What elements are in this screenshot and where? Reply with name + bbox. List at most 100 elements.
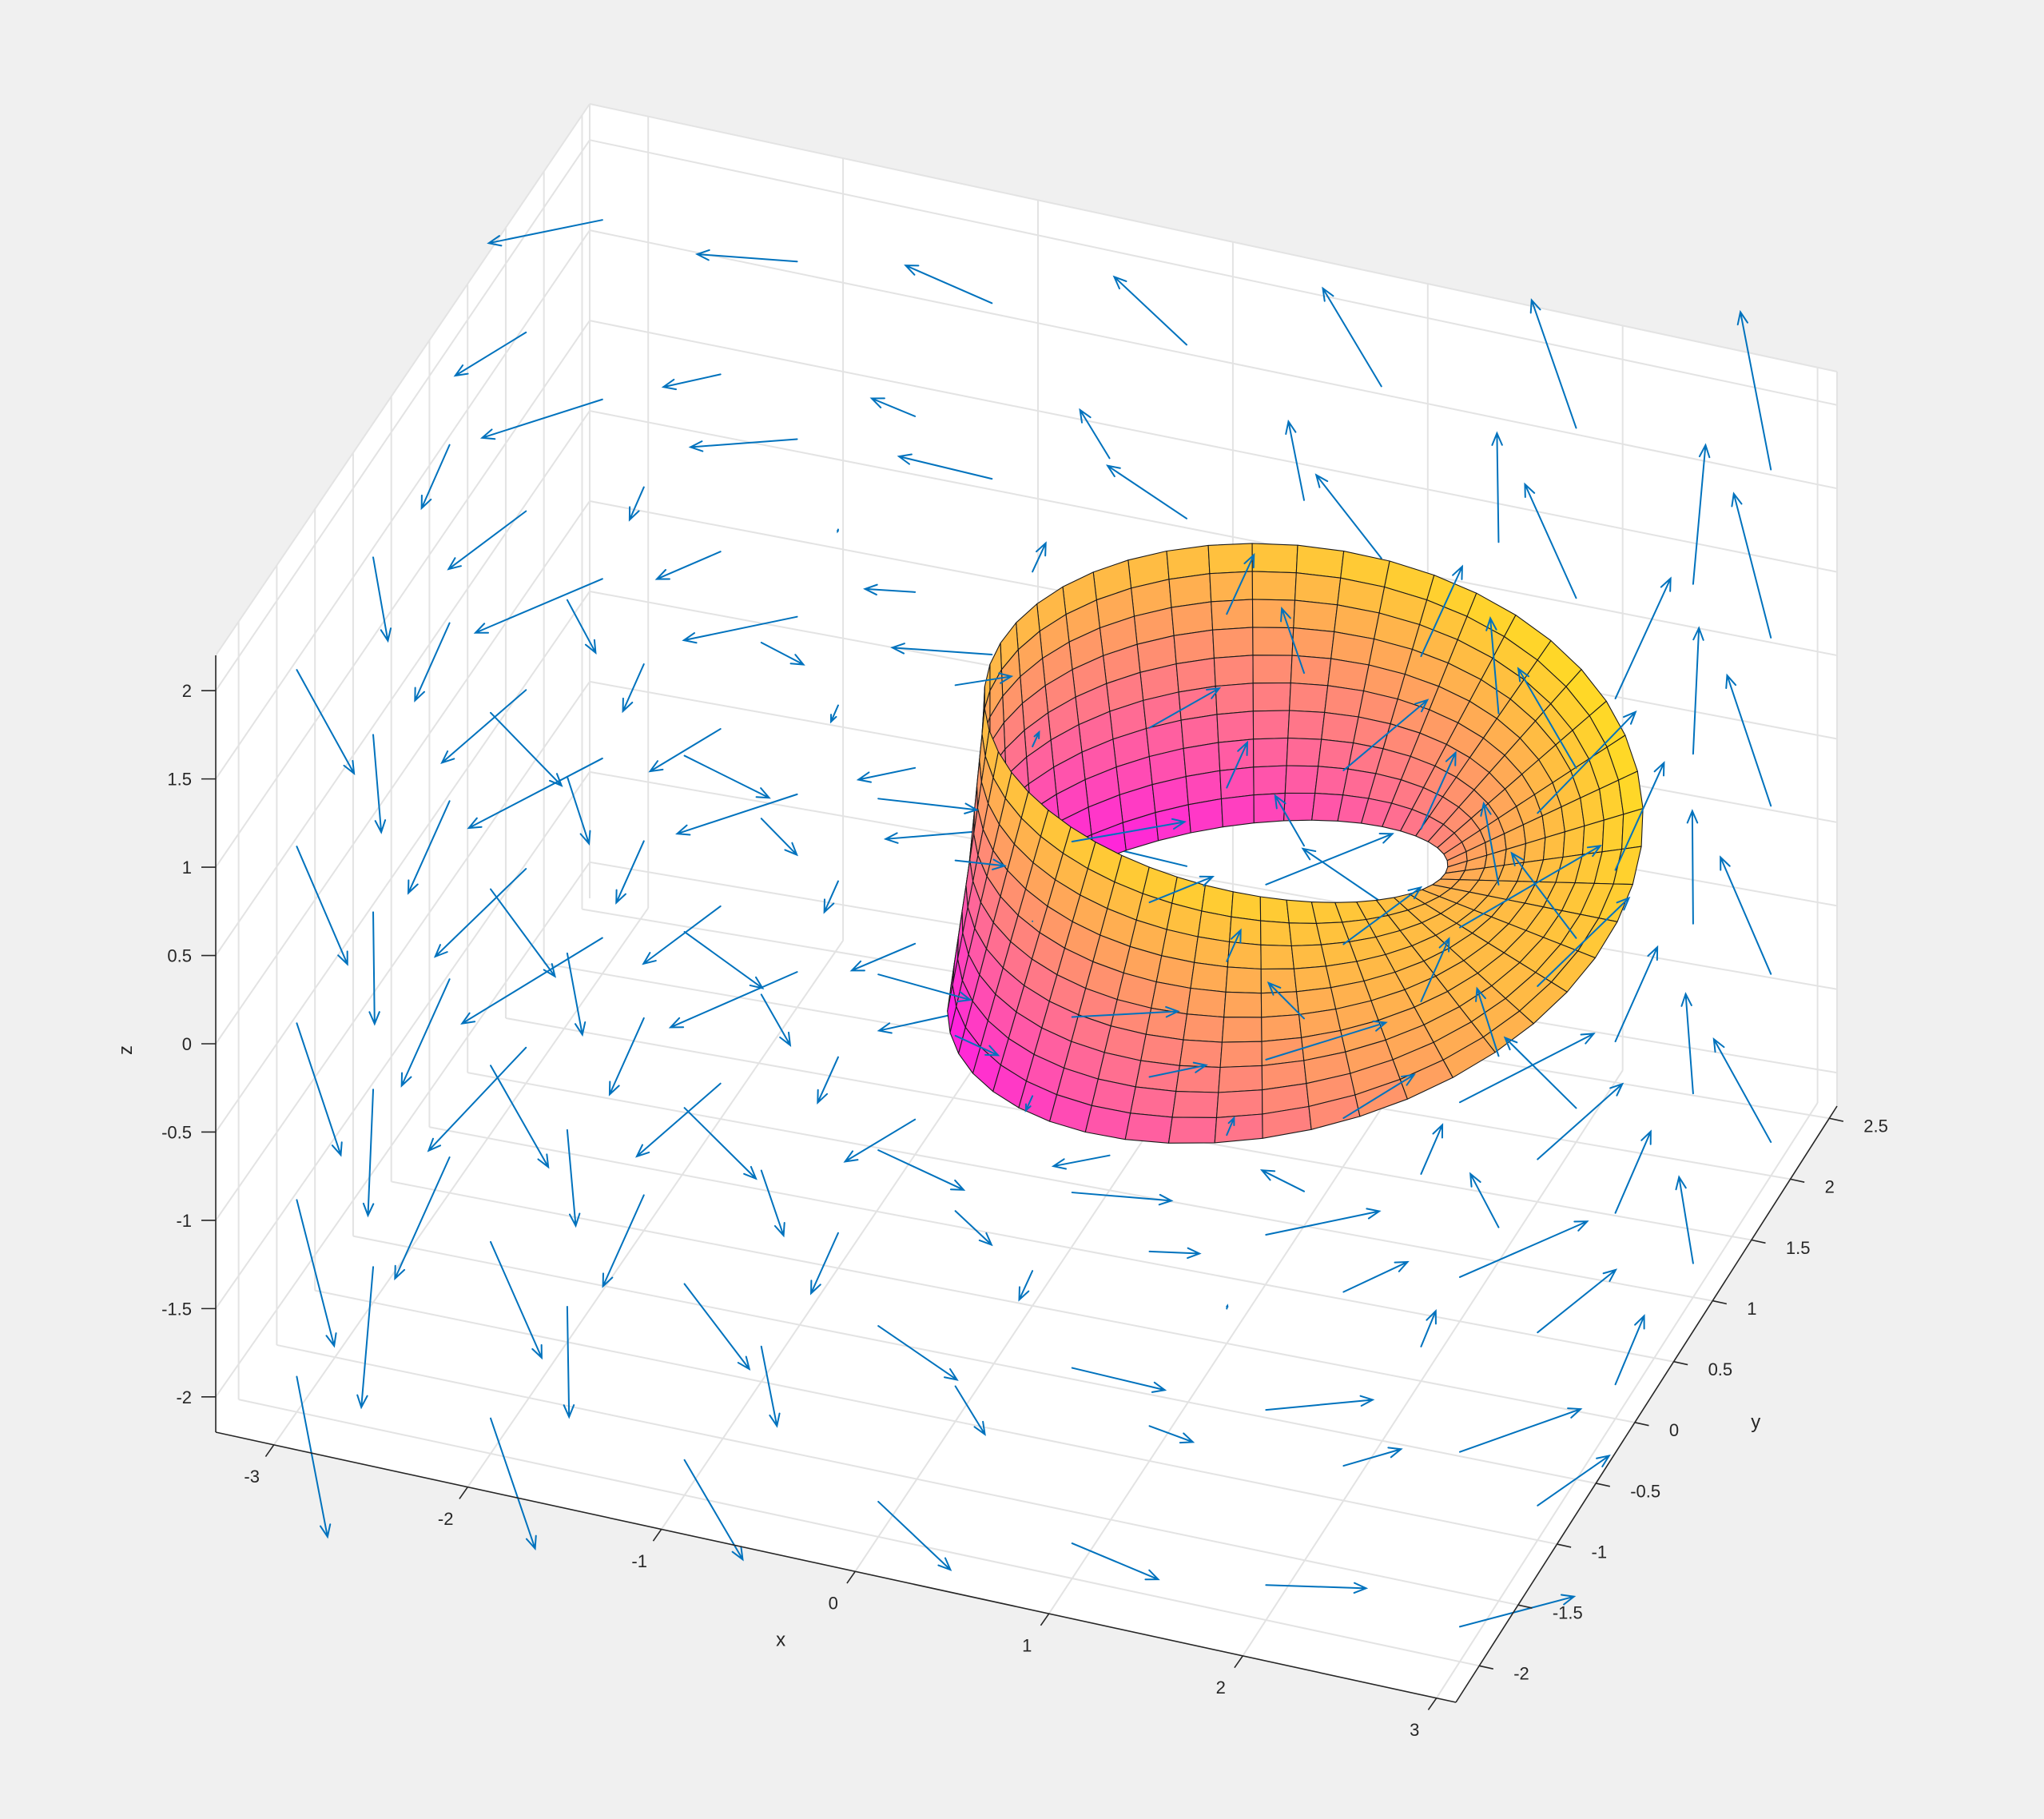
quiver-arrow: [694, 249, 798, 263]
quiver-arrow: [683, 1283, 751, 1371]
quiver-arrow: [1469, 1172, 1500, 1228]
x-tick-mark: [846, 1570, 856, 1584]
surface-patch: [1219, 766, 1255, 800]
grid-line-y-floor: [391, 1180, 1636, 1423]
quiver-arrow: [490, 711, 563, 787]
x-tick-label: 3: [1410, 1720, 1419, 1740]
y-tick-label: 1: [1747, 1299, 1756, 1319]
quiver-arrow: [1071, 1005, 1180, 1018]
y-tick-mark: [1557, 1543, 1572, 1548]
y-axis-line: [1455, 1105, 1838, 1703]
quiver-arrow: [1342, 1260, 1410, 1293]
quiver-arrow: [372, 556, 392, 643]
surface-patch: [1321, 711, 1359, 744]
grid-line-x-floor: [467, 940, 844, 1488]
quiver-arrow: [1614, 761, 1665, 871]
surface-patch: [1207, 543, 1253, 575]
grid-line-z-back: [589, 320, 1838, 573]
quiver-arrow: [904, 265, 993, 304]
quiver-arrow: [890, 643, 993, 655]
quiver-arrow: [1614, 576, 1672, 700]
surface-patch: [1252, 627, 1294, 656]
quiver-arrow: [654, 551, 722, 580]
quiver-arrow: [1686, 809, 1699, 925]
quiver-arrow: [823, 880, 839, 914]
y-tick-label: 0: [1669, 1420, 1679, 1440]
quiver-arrow: [1420, 1123, 1444, 1175]
quiver-arrow: [1537, 896, 1631, 987]
quiver-arrow: [1071, 1192, 1174, 1206]
quiver-arrow: [622, 663, 645, 714]
grid-line-z-left: [215, 591, 591, 1133]
quiver-arrow: [683, 1107, 758, 1180]
quiver-arrow: [856, 766, 917, 783]
quiver-arrow: [479, 398, 603, 440]
quiver-arrow: [849, 942, 917, 972]
quiver-arrow: [1510, 851, 1577, 939]
x-tick-mark: [1040, 1613, 1050, 1626]
quiver-arrow: [427, 1046, 527, 1152]
quiver-arrow: [1148, 1247, 1202, 1260]
quiver-arrow: [1503, 1036, 1577, 1109]
y-tick-mark: [1634, 1422, 1649, 1427]
quiver-arrow: [1285, 419, 1306, 501]
grid-line-y-floor: [314, 1289, 1557, 1546]
quiver-arrow: [1420, 750, 1457, 830]
z-tick-label: -1.5: [161, 1299, 192, 1319]
quiver-arrow: [1274, 794, 1306, 847]
box-edge: [589, 103, 1838, 372]
quiver-arrow: [440, 689, 527, 765]
y-tick-label: -2: [1513, 1664, 1529, 1684]
quiver-arrow: [1314, 473, 1382, 559]
surface-patch: [1253, 737, 1289, 768]
x-tick-label: 0: [829, 1594, 838, 1614]
surface-patch: [1318, 738, 1354, 770]
surface-patch: [1214, 1113, 1263, 1144]
y-tick-mark: [1596, 1483, 1610, 1487]
quiver-arrow: [368, 911, 380, 1026]
quiver-arrow: [877, 973, 972, 1003]
x-tick-mark: [459, 1487, 468, 1499]
quiver-arrow: [668, 971, 798, 1029]
y-tick-label: 2.5: [1863, 1116, 1888, 1136]
surface-patch: [1251, 571, 1297, 601]
surface-patch: [1252, 682, 1291, 712]
z-tick-label: 0: [182, 1034, 192, 1054]
quiver-arrow: [954, 858, 1007, 870]
quiver-arrow: [1265, 1208, 1382, 1236]
quiver-arrow: [829, 704, 839, 724]
quiver-arrow: [1259, 1169, 1306, 1192]
quiver-arrow: [566, 599, 597, 655]
quiver-arrow: [296, 669, 356, 776]
quiver-arrow: [760, 993, 792, 1047]
surface-patch: [1221, 1017, 1263, 1043]
surface-patch: [1260, 944, 1294, 970]
quiver-arrow: [1614, 945, 1659, 1043]
grid-line-x-floor: [1048, 1037, 1429, 1614]
surface-patch: [1218, 1065, 1263, 1093]
quiver-arrow: [1458, 1407, 1583, 1453]
grid-line-z-back: [589, 410, 1838, 657]
quiver-arrow: [1420, 937, 1450, 1002]
quiver-arrow: [1265, 1020, 1388, 1061]
surface-patch: [1294, 572, 1342, 606]
x-tick-mark: [1234, 1655, 1243, 1669]
quiver-arrow: [843, 1118, 917, 1163]
surface-patch: [1187, 798, 1223, 834]
surface-patch: [1324, 685, 1365, 718]
quiver-arrow: [1148, 1425, 1195, 1444]
quiver-arrow: [1675, 1175, 1694, 1264]
grid-line-y-floor: [352, 1235, 1597, 1484]
grid-line-z-back: [589, 770, 1838, 990]
quiver-arrow: [683, 754, 771, 799]
surface-patch: [1223, 991, 1263, 1018]
quiver-arrow: [362, 1089, 375, 1218]
quiver-arrow: [1280, 607, 1306, 675]
z-tick-label: -1: [176, 1211, 192, 1231]
y-tick-mark: [1517, 1604, 1533, 1609]
quiver-arrow: [954, 672, 1014, 687]
grid-line-z-back: [589, 229, 1838, 490]
z-tick-label: 2: [182, 681, 192, 701]
surface-patch: [1124, 1112, 1173, 1144]
quiver-arrow: [1105, 464, 1188, 519]
